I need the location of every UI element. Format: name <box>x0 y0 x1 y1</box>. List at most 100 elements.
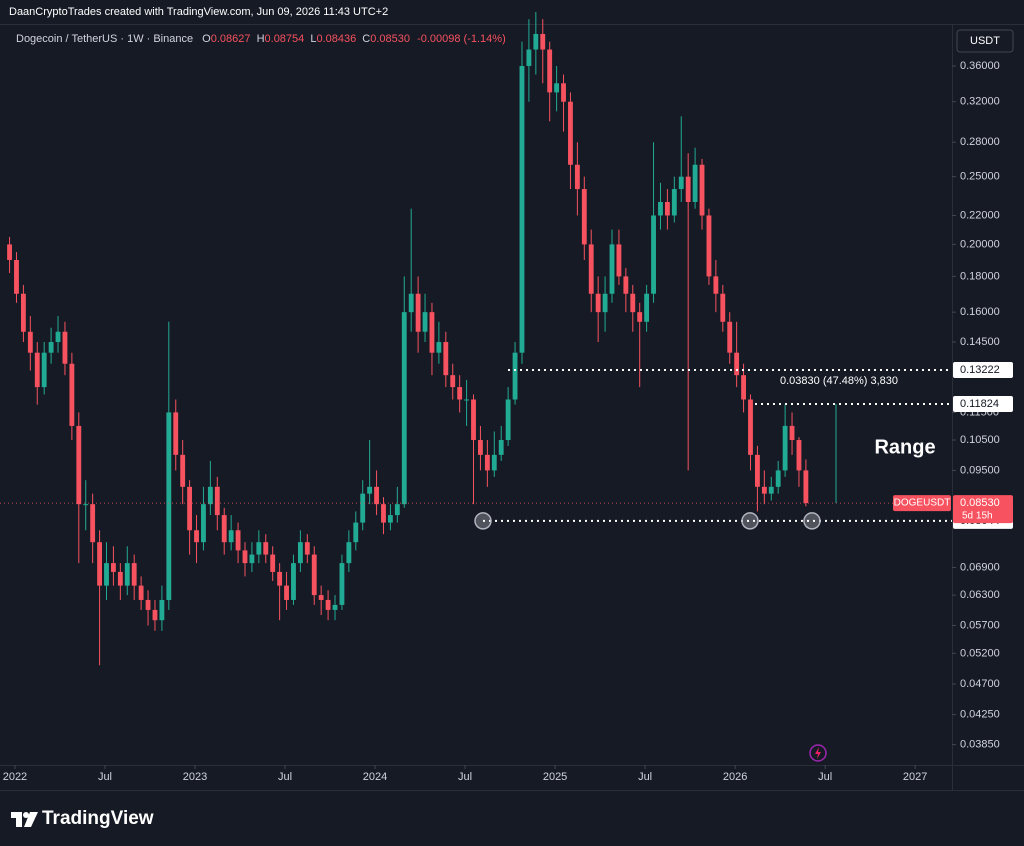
candle-body <box>568 101 573 165</box>
x-tick-label: 2026 <box>723 771 747 783</box>
candle <box>270 546 276 581</box>
candle-body <box>734 352 740 376</box>
candle-body <box>692 164 698 202</box>
candle <box>221 507 227 555</box>
currency-button[interactable] <box>956 29 1014 53</box>
y-tick-label: 0.06300 <box>960 589 1000 601</box>
level-box <box>953 395 1013 412</box>
y-tick-label: 0.03850 <box>960 739 1000 751</box>
y-tick-label: 0.28000 <box>960 136 1000 148</box>
candle-body <box>242 550 248 564</box>
candle-body <box>574 164 580 190</box>
symbol: Dogecoin / TetherUS · 1W · Binance <box>16 33 193 45</box>
candle-body <box>595 293 601 313</box>
symbol-label: DOGEUSDT <box>894 498 951 509</box>
candle <box>367 440 373 505</box>
candle <box>706 208 712 285</box>
candle <box>554 65 560 112</box>
candle <box>664 189 670 230</box>
event-icon[interactable] <box>809 744 827 762</box>
candle-body <box>159 599 165 621</box>
candle <box>297 530 303 572</box>
candle-body <box>256 542 262 555</box>
candle-body <box>471 399 476 441</box>
candle <box>166 321 172 610</box>
candle <box>394 486 400 523</box>
candle-body <box>339 563 345 605</box>
candle-body <box>55 331 61 343</box>
measure-label: 0.03830 (47.48%) 3,830 <box>780 375 898 387</box>
candle-body <box>630 293 636 313</box>
currency-label[interactable]: USDT <box>970 35 1000 47</box>
candle-body <box>235 530 241 551</box>
candle-body <box>644 293 650 322</box>
candle <box>339 554 345 610</box>
change: -0.00098 (-1.14%) <box>417 33 506 45</box>
candle-body <box>637 312 643 322</box>
candle <box>616 229 622 285</box>
x-tick-label: Jul <box>638 771 652 783</box>
candle-body <box>104 563 109 586</box>
y-tick-label: 0.18000 <box>960 270 1000 282</box>
candle <box>145 590 151 626</box>
ohlc-key: O <box>202 33 211 45</box>
candle-body <box>588 244 594 294</box>
y-tick-label: 0.06900 <box>960 561 1000 573</box>
x-tick-label: Jul <box>458 771 472 783</box>
candle-body <box>498 440 504 455</box>
candle <box>471 394 476 505</box>
candle <box>644 284 650 332</box>
symbol-box <box>893 495 951 512</box>
candle-body <box>671 189 677 216</box>
candle-body <box>173 412 179 455</box>
ohlc-value: 0.08530 <box>370 33 410 45</box>
level-label: 0.11824 <box>960 398 999 410</box>
candle <box>484 440 490 487</box>
candle-body <box>201 504 206 543</box>
x-tick-label: 2027 <box>903 771 927 783</box>
candle <box>540 19 546 84</box>
candle <box>131 554 137 600</box>
candle-body <box>332 604 338 610</box>
candle-body <box>27 331 33 353</box>
candle-body <box>609 244 615 294</box>
candle <box>332 595 338 621</box>
candle <box>117 563 123 600</box>
x-tick-label: 2025 <box>543 771 567 783</box>
candle <box>194 515 199 564</box>
candle-body <box>768 486 774 494</box>
legend: Dogecoin / TetherUS · 1W · Binance O 0.08… <box>16 33 506 45</box>
candle-body <box>699 164 705 216</box>
candle <box>685 153 691 471</box>
candle-body <box>297 542 303 564</box>
candle-body <box>706 215 712 277</box>
candle-body <box>48 342 54 353</box>
candle <box>443 331 449 388</box>
candle <box>34 342 40 405</box>
candle-body <box>180 454 186 487</box>
candle-body <box>533 33 539 50</box>
candle-body <box>761 486 767 494</box>
ohlc-key: C <box>362 33 370 45</box>
candle <box>401 276 407 508</box>
attribution: DaanCryptoTrades created with TradingVie… <box>9 6 388 18</box>
candle <box>450 363 456 400</box>
candle <box>754 445 760 512</box>
candle <box>62 321 68 376</box>
candle <box>207 460 213 516</box>
candle-body <box>291 563 296 600</box>
candle <box>789 412 795 455</box>
candle-body <box>152 609 158 621</box>
candle <box>214 476 220 531</box>
candle-body <box>727 321 733 353</box>
candle <box>720 284 726 332</box>
y-tick-label: 0.25000 <box>960 171 1000 183</box>
candle <box>581 176 587 260</box>
candle <box>124 546 130 596</box>
candle-body <box>277 571 283 586</box>
candle <box>360 480 366 531</box>
candle-body <box>394 504 400 516</box>
level-box <box>953 362 1013 379</box>
candle-body <box>464 399 470 401</box>
